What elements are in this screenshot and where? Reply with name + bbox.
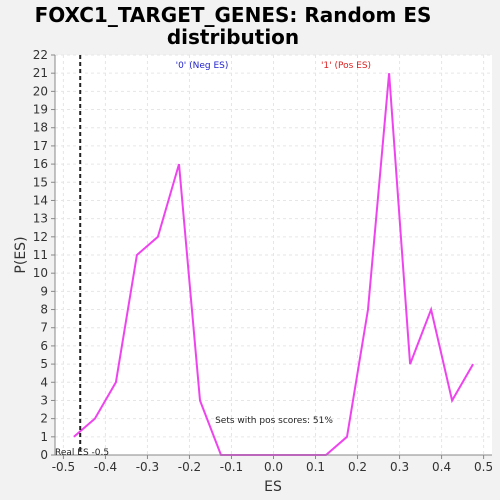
y-tick-label: 2	[40, 412, 48, 426]
x-tick-label: 0.1	[306, 460, 325, 474]
y-tick-label: 12	[33, 230, 48, 244]
y-tick-label: 19	[33, 103, 48, 117]
y-tick-label: 17	[33, 139, 48, 153]
real-es-label: Real ES -0.5	[55, 448, 109, 458]
x-tick-label: 0.5	[474, 460, 493, 474]
y-tick-label: 4	[40, 375, 48, 389]
y-axis-label: P(ES)	[13, 236, 29, 273]
y-tick-label: 8	[40, 303, 48, 317]
x-tick-label: 0.4	[432, 460, 451, 474]
y-tick-label: 7	[40, 321, 48, 335]
x-tick-label: -0.5	[52, 460, 75, 474]
y-tick-label: 13	[33, 212, 48, 226]
y-tick-label: 16	[33, 157, 48, 171]
y-tick-label: 21	[33, 66, 48, 80]
y-tick-label: 9	[40, 284, 48, 298]
y-tick-label: 14	[33, 193, 48, 207]
x-tick-label: 0.3	[390, 460, 409, 474]
y-tick-label: 22	[33, 48, 48, 62]
chart-title-line-2: distribution	[167, 25, 299, 49]
y-tick-label: 20	[33, 84, 48, 98]
y-tick-label: 1	[40, 430, 48, 444]
y-tick-label: 15	[33, 175, 48, 189]
pos-scores-label: Sets with pos scores: 51%	[215, 416, 333, 426]
y-tick-label: 11	[33, 248, 48, 262]
x-tick-label: -0.2	[178, 460, 201, 474]
neg-es-label: '0' (Neg ES)	[176, 61, 229, 71]
y-tick-label: 0	[40, 448, 48, 462]
x-ticks: -0.5 -0.4 -0.3 -0.2 -0.1 0.0 0.1 0.2 0.3 0.4 0.5	[52, 455, 493, 474]
x-tick-label: -0.3	[136, 460, 159, 474]
y-tick-label: 6	[40, 339, 48, 353]
y-tick-label: 3	[40, 393, 48, 407]
y-tick-label: 5	[40, 357, 48, 371]
chart-title-line-1: FOXC1_TARGET_GENES: Random ES	[35, 3, 432, 27]
y-tick-label: 10	[33, 266, 48, 280]
y-tick-label: 18	[33, 121, 48, 135]
x-tick-label: -0.1	[220, 460, 243, 474]
x-axis-label: ES	[264, 479, 282, 495]
x-tick-label: 0.0	[264, 460, 283, 474]
pos-es-label: '1' (Pos ES)	[321, 61, 371, 71]
x-tick-label: 0.2	[348, 460, 367, 474]
grid-lines	[55, 54, 492, 456]
x-tick-label: -0.4	[94, 460, 117, 474]
